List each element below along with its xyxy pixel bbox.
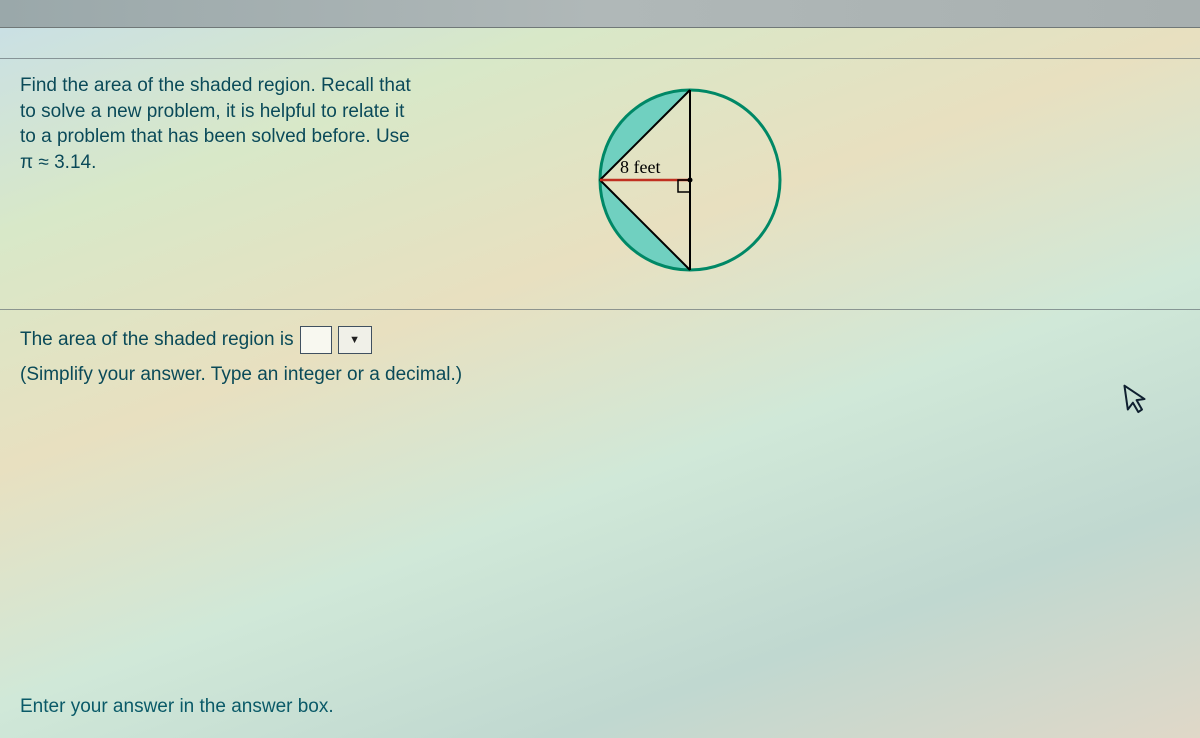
q-line3: to a problem that has been solved before… xyxy=(20,126,410,147)
window-top-strip xyxy=(0,0,1200,28)
q-line1: Find the area of the shaded region. Reca… xyxy=(20,75,411,96)
circle-diagram: 8 feet xyxy=(555,65,795,295)
answer-input[interactable] xyxy=(300,326,332,354)
question-row: Find the area of the shaded region. Reca… xyxy=(0,59,1200,309)
answer-hint: (Simplify your answer. Type an integer o… xyxy=(20,364,1200,386)
divider-top xyxy=(0,58,1200,59)
radius-label: 8 feet xyxy=(620,157,660,177)
cursor-icon xyxy=(1121,380,1155,425)
unit-dropdown[interactable]: ▼ xyxy=(338,326,372,354)
center-dot xyxy=(688,178,693,183)
chevron-down-icon: ▼ xyxy=(349,334,360,346)
footer-instruction: Enter your answer in the answer box. xyxy=(20,696,334,718)
q-line2: to solve a new problem, it is helpful to… xyxy=(20,101,404,122)
answer-prompt: The area of the shaded region is xyxy=(20,329,294,351)
right-angle-marker xyxy=(678,180,690,192)
divider-mid xyxy=(0,309,1200,310)
q-line4: π ≈ 3.14. xyxy=(20,152,96,173)
answer-section: The area of the shaded region is ▼ (Simp… xyxy=(0,310,1200,386)
question-text: Find the area of the shaded region. Reca… xyxy=(20,73,465,309)
figure-area: 8 feet xyxy=(465,73,1200,309)
answer-line: The area of the shaded region is ▼ xyxy=(20,326,1200,354)
